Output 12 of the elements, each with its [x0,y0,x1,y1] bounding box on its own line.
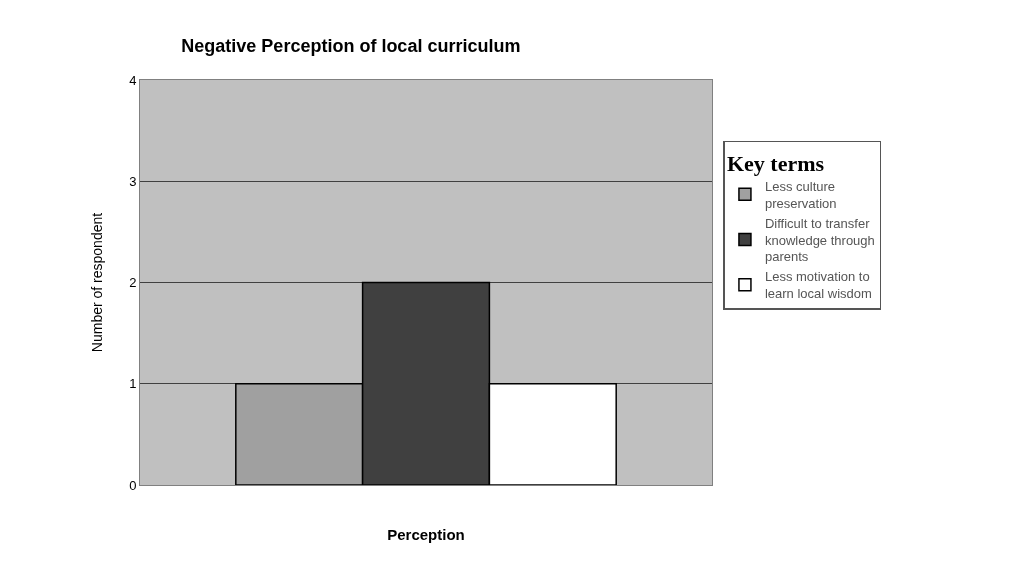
y-tick-label: 2 [129,275,137,291]
y-tick-label: 0 [129,477,137,493]
y-tick-label: 3 [129,173,137,189]
chart-title: Negative Perception of local curriculum [181,36,521,57]
legend-label: Less culture preservation [764,178,837,211]
y-axis-title: Number of respondent [89,212,105,353]
x-axis-title: Perception [387,526,465,543]
y-tick-label: 1 [129,376,137,392]
legend-label: Difficult to transfer knowledge through parents [764,215,875,265]
legend-title: Key terms [726,150,825,176]
y-tick-label: 4 [129,72,137,88]
legend-label: Less motivation to learn local wisdom [764,269,872,302]
